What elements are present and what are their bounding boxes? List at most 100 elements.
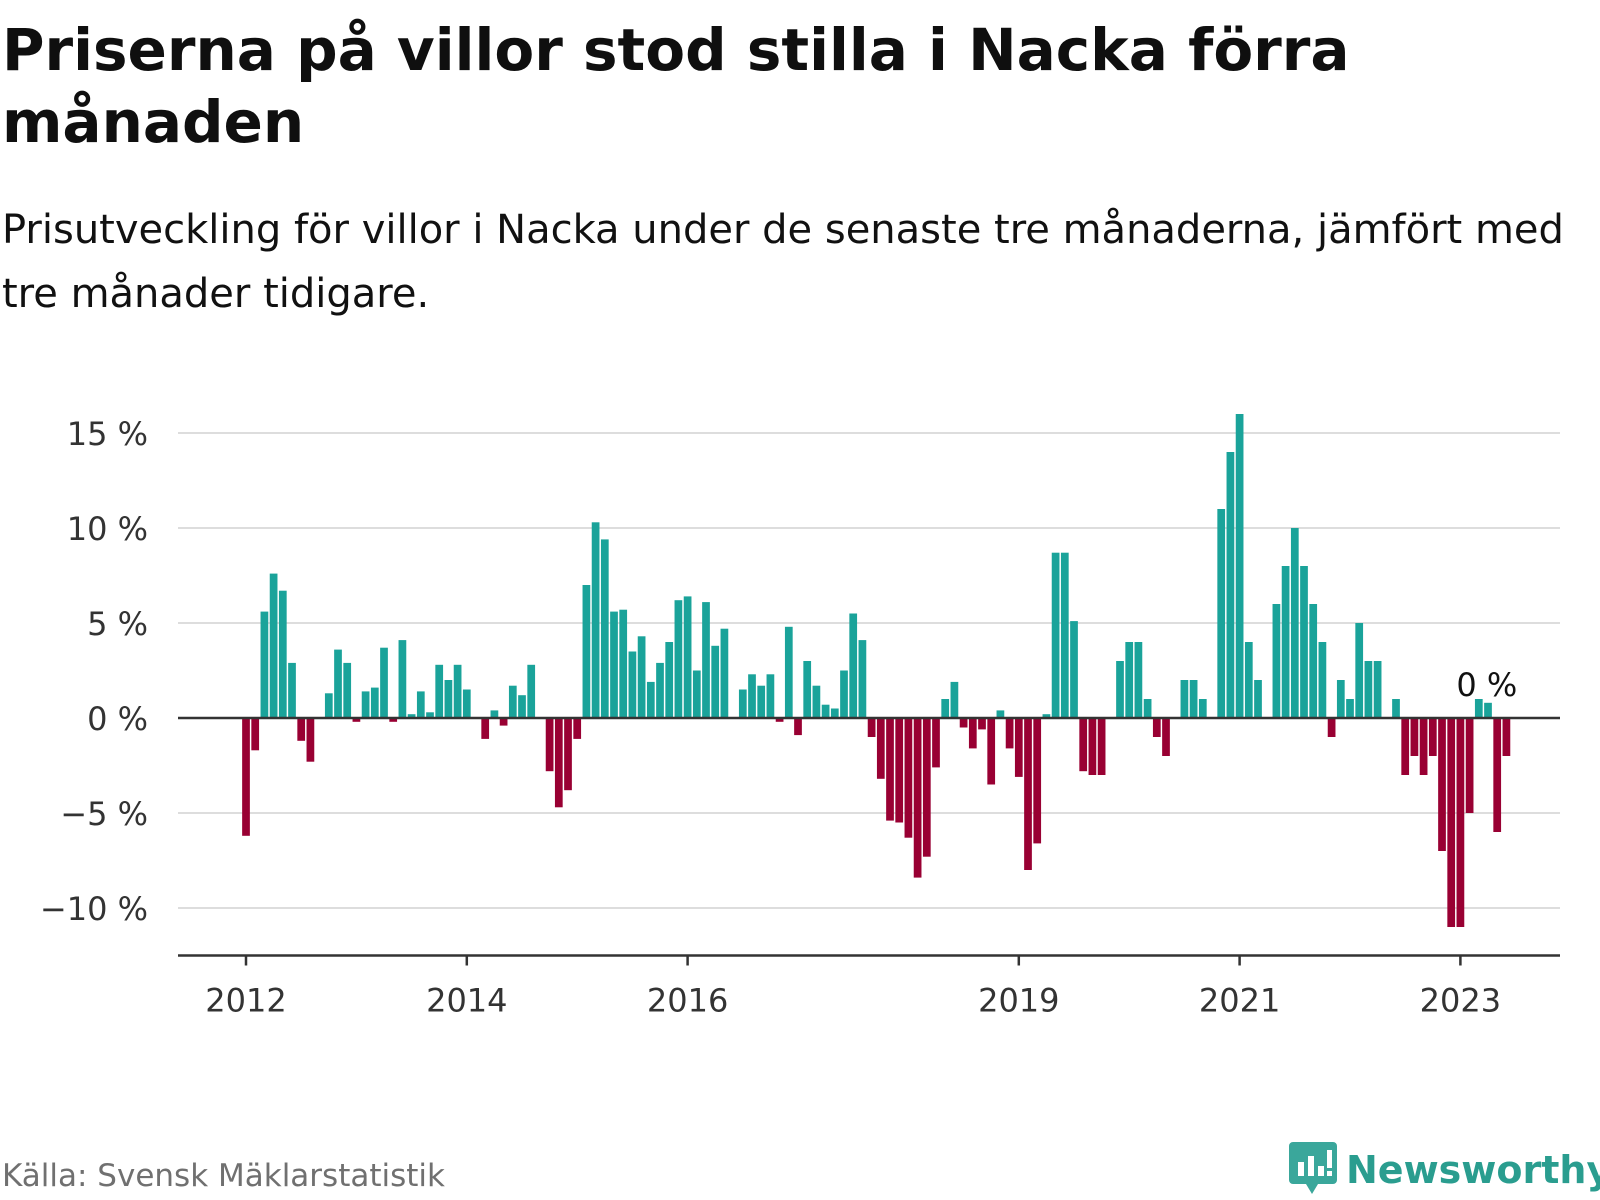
bar (1456, 718, 1465, 927)
bar (1419, 718, 1428, 775)
bar (913, 718, 922, 878)
bar (1162, 718, 1170, 756)
bar (876, 718, 885, 779)
bar (1024, 718, 1032, 870)
bar (398, 640, 407, 718)
bar (674, 600, 683, 718)
annotations: 0 % (1456, 666, 1517, 704)
bar (1116, 661, 1124, 718)
bar (702, 602, 710, 718)
bar (1143, 699, 1152, 718)
bar (1226, 452, 1235, 718)
bar (527, 664, 536, 718)
bar (1070, 621, 1078, 718)
bar (416, 691, 425, 718)
bar (499, 718, 508, 726)
bar (324, 693, 333, 718)
bar (407, 714, 416, 718)
bar (278, 590, 287, 718)
bar (1217, 509, 1226, 718)
bar (1318, 642, 1327, 718)
y-tick-label: 15 % (67, 415, 148, 453)
bar (389, 718, 398, 722)
bar (591, 522, 600, 718)
bar (711, 645, 720, 718)
bar (821, 704, 830, 718)
bar (1051, 552, 1060, 718)
bar (1309, 604, 1318, 718)
bar (1198, 699, 1207, 718)
bar (932, 718, 940, 768)
bar (840, 670, 848, 718)
bar (1088, 718, 1097, 775)
bar (573, 718, 582, 739)
bar (462, 689, 471, 718)
bar (849, 613, 858, 718)
bar (858, 640, 867, 718)
bar (370, 687, 379, 718)
bar (554, 718, 563, 808)
bar (1254, 680, 1262, 718)
bar (545, 718, 554, 772)
bar (1272, 604, 1281, 718)
bar (1401, 718, 1410, 775)
bar (435, 664, 444, 718)
gridlines (178, 432, 1560, 909)
bar (738, 689, 747, 718)
brand: Newsworthy (1288, 1140, 1600, 1200)
bar (251, 718, 260, 751)
bar (683, 596, 692, 718)
bar (803, 661, 812, 718)
bar (941, 699, 950, 718)
latest-value-label: 0 % (1456, 666, 1517, 704)
bar (1125, 642, 1134, 718)
x-tick-labels: 2012 2014 2016 2019 2021 2023 (205, 982, 1501, 1020)
x-tick-label: 2012 (205, 982, 286, 1020)
bar (1097, 718, 1106, 775)
newsworthy-logo-icon (1288, 1140, 1338, 1200)
bar (1465, 718, 1474, 813)
bar (1355, 623, 1364, 718)
bar (784, 626, 793, 718)
axes (178, 716, 1560, 966)
bar (444, 680, 453, 718)
bar (987, 718, 996, 785)
bar (518, 695, 526, 718)
bar (1235, 414, 1244, 718)
bar (361, 691, 370, 718)
bar (1373, 661, 1382, 718)
bar (775, 718, 784, 722)
bar (260, 611, 269, 718)
chart-title: Priserna på villor stod stilla i Nacka f… (2, 16, 1350, 156)
bar (1042, 714, 1051, 718)
bar (334, 649, 342, 718)
bar (959, 718, 968, 728)
x-tick-label: 2019 (978, 982, 1059, 1020)
bar (1327, 718, 1336, 737)
bar (895, 718, 904, 823)
bar (656, 662, 664, 718)
bar (1281, 566, 1290, 718)
bar (453, 664, 462, 718)
source-credit: Källa: Svensk Mäklarstatistik (2, 1158, 445, 1194)
bar (812, 685, 821, 718)
bar (665, 642, 674, 718)
bar (1474, 699, 1483, 718)
bar (1502, 718, 1511, 756)
bar (481, 718, 490, 739)
bar (1079, 718, 1088, 772)
bar (1438, 718, 1446, 851)
bar (830, 708, 839, 718)
bar (950, 681, 959, 718)
bar (1392, 699, 1400, 718)
bar (748, 674, 756, 718)
bar (1189, 680, 1198, 718)
bar (1244, 642, 1253, 718)
bar (757, 685, 766, 718)
bar (343, 662, 352, 718)
bar (794, 718, 802, 736)
bar (1014, 718, 1023, 777)
bar (904, 718, 913, 838)
chart-subtitle: Prisutveckling för villor i Nacka under … (2, 207, 1564, 317)
y-tick-labels: 15 % 10 % 5 % 0 % −5 % −10 % (40, 415, 148, 928)
